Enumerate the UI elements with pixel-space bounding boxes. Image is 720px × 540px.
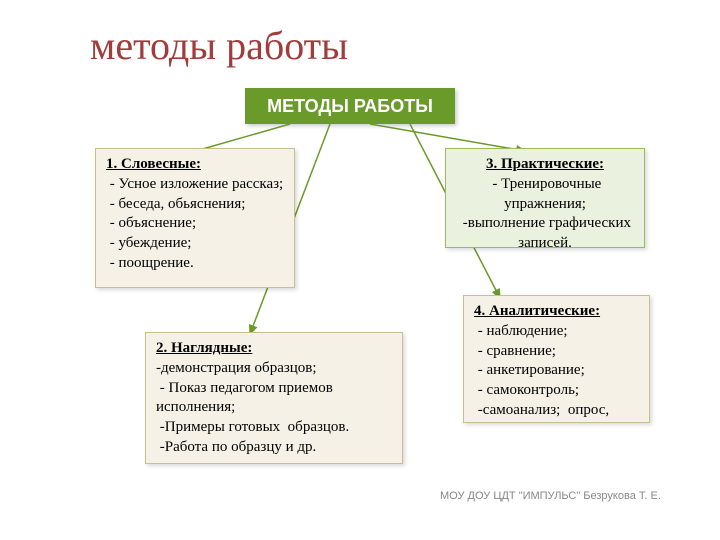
footer-credit: МОУ ДОУ ЦДТ "ИМПУЛЬС" Безрукова Т. Е. <box>440 490 670 502</box>
methods-box-verbal: 1. Словесные: - Усное изложение рассказ;… <box>95 148 295 288</box>
box2-title: 2. Наглядные: <box>156 340 252 356</box>
box1-title: 1. Словесные: <box>106 156 201 172</box>
methods-box-visual: 2. Наглядные: -демонстрация образцов; - … <box>145 332 403 464</box>
diagram-header: МЕТОДЫ РАБОТЫ <box>245 88 455 124</box>
arrow <box>370 124 525 151</box>
methods-box-analytical: 4. Аналитические: - наблюдение; - сравне… <box>463 295 650 423</box>
box3-body: - Тренировочные упражнения; -выполнение … <box>459 176 635 251</box>
box4-body: - наблюдение; - сравнение; - анкетирован… <box>474 323 609 418</box>
box1-body: - Усное изложение рассказ; - беседа, обь… <box>106 176 283 271</box>
box3-title: 3. Практические: <box>486 156 604 172</box>
box2-body: -демонстрация образцов; - Показ педагого… <box>156 360 349 455</box>
page-title: методы работы <box>90 22 348 69</box>
methods-box-practical: 3. Практические: - Тренировочные упражне… <box>445 148 645 248</box>
box4-title: 4. Аналитические: <box>474 303 600 319</box>
